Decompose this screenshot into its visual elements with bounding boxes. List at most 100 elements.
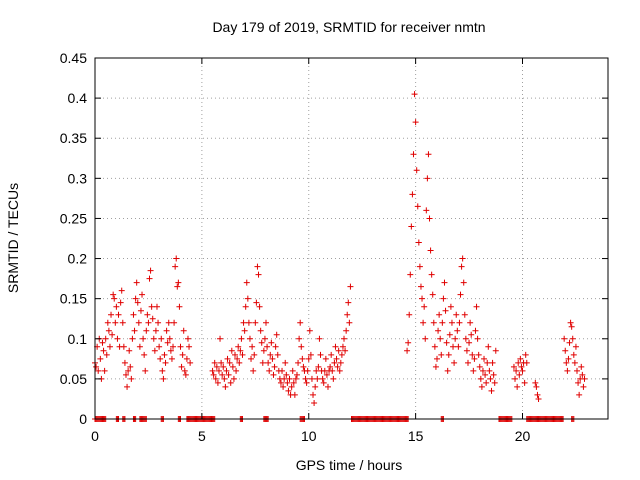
data-point: [561, 335, 568, 342]
data-point: [453, 311, 460, 318]
data-point: [214, 379, 221, 386]
data-point: [251, 351, 258, 358]
data-point: [567, 319, 574, 326]
data-point: [133, 279, 140, 286]
data-point: [329, 367, 336, 374]
data-point: [450, 343, 457, 350]
data-point: [120, 343, 127, 350]
data-point: [267, 351, 274, 358]
data-point: [246, 335, 253, 342]
data-point: [487, 375, 494, 382]
data-point: [307, 351, 314, 358]
data-point: [240, 319, 247, 326]
data-point: [134, 299, 141, 306]
data-point: [411, 91, 418, 98]
data-point: [164, 339, 171, 346]
data-point: [342, 347, 349, 354]
data-point: [99, 339, 106, 346]
data-point: [162, 359, 169, 366]
data-point: [222, 383, 229, 390]
data-point: [141, 351, 148, 358]
data-point: [158, 335, 165, 342]
data-point: [257, 327, 264, 334]
data-point: [445, 351, 452, 358]
chart-title: Day 179 of 2019, SRMTID for receiver nmt…: [212, 19, 485, 35]
data-point: [284, 379, 291, 386]
data-point: [238, 335, 245, 342]
data-point: [478, 383, 485, 390]
data-point: [568, 323, 575, 330]
data-point: [519, 367, 526, 374]
data-point: [515, 359, 522, 366]
data-point: [140, 335, 147, 342]
data-point: [423, 207, 430, 214]
data-point: [535, 395, 542, 402]
data-point: [438, 351, 445, 358]
data-point: [323, 371, 330, 378]
data-point: [302, 375, 309, 382]
data-point: [223, 367, 230, 374]
data-point: [341, 335, 348, 342]
data-point: [570, 351, 577, 358]
data-point: [124, 383, 131, 390]
data-point: [283, 371, 290, 378]
data-point: [102, 335, 109, 342]
data-point: [159, 367, 166, 374]
data-point: [282, 359, 289, 366]
data-point: [492, 347, 499, 354]
data-point: [343, 327, 350, 334]
data-point: [446, 331, 453, 338]
data-point: [404, 347, 411, 354]
data-point: [296, 335, 303, 342]
data-point: [471, 355, 478, 362]
data-point: [143, 327, 150, 334]
data-point: [428, 271, 435, 278]
data-point: [126, 347, 133, 354]
data-point: [263, 319, 269, 326]
data-point: [225, 371, 232, 378]
data-point: [563, 359, 570, 366]
data-point: [331, 359, 338, 366]
data-point: [412, 119, 419, 126]
data-point: [299, 355, 306, 362]
data-point: [315, 363, 322, 370]
data-point: [336, 367, 343, 374]
data-point: [108, 311, 115, 318]
data-point: [286, 375, 293, 382]
data-point: [337, 359, 344, 366]
data-point: [167, 347, 174, 354]
data-point: [580, 383, 587, 390]
data-point: [93, 363, 100, 370]
data-point: [410, 151, 417, 158]
data-point: [128, 375, 135, 382]
data-point: [252, 319, 259, 326]
data-point: [516, 371, 523, 378]
data-point: [244, 295, 251, 302]
data-point: [409, 191, 416, 198]
data-point: [243, 279, 250, 286]
data-point: [422, 335, 429, 342]
data-point: [432, 363, 439, 370]
data-point: [119, 319, 126, 326]
data-point: [237, 347, 244, 354]
data-point: [467, 319, 474, 326]
data-point: [221, 375, 228, 382]
data-point: [425, 151, 432, 158]
data-point: [569, 335, 576, 342]
data-point: [408, 223, 415, 230]
data-point: [578, 363, 585, 370]
data-point: [117, 299, 124, 306]
data-point: [461, 311, 468, 318]
x-tick-label: 20: [515, 428, 531, 444]
grid-lines: [95, 58, 608, 419]
data-point: [483, 379, 490, 386]
data-point: [522, 351, 529, 358]
data-point: [533, 383, 540, 390]
data-point: [105, 327, 112, 334]
data-point: [233, 367, 240, 374]
data-point: [462, 335, 469, 342]
data-point: [332, 343, 339, 350]
data-point: [316, 335, 323, 342]
data-point: [532, 379, 539, 386]
data-point: [290, 379, 297, 386]
